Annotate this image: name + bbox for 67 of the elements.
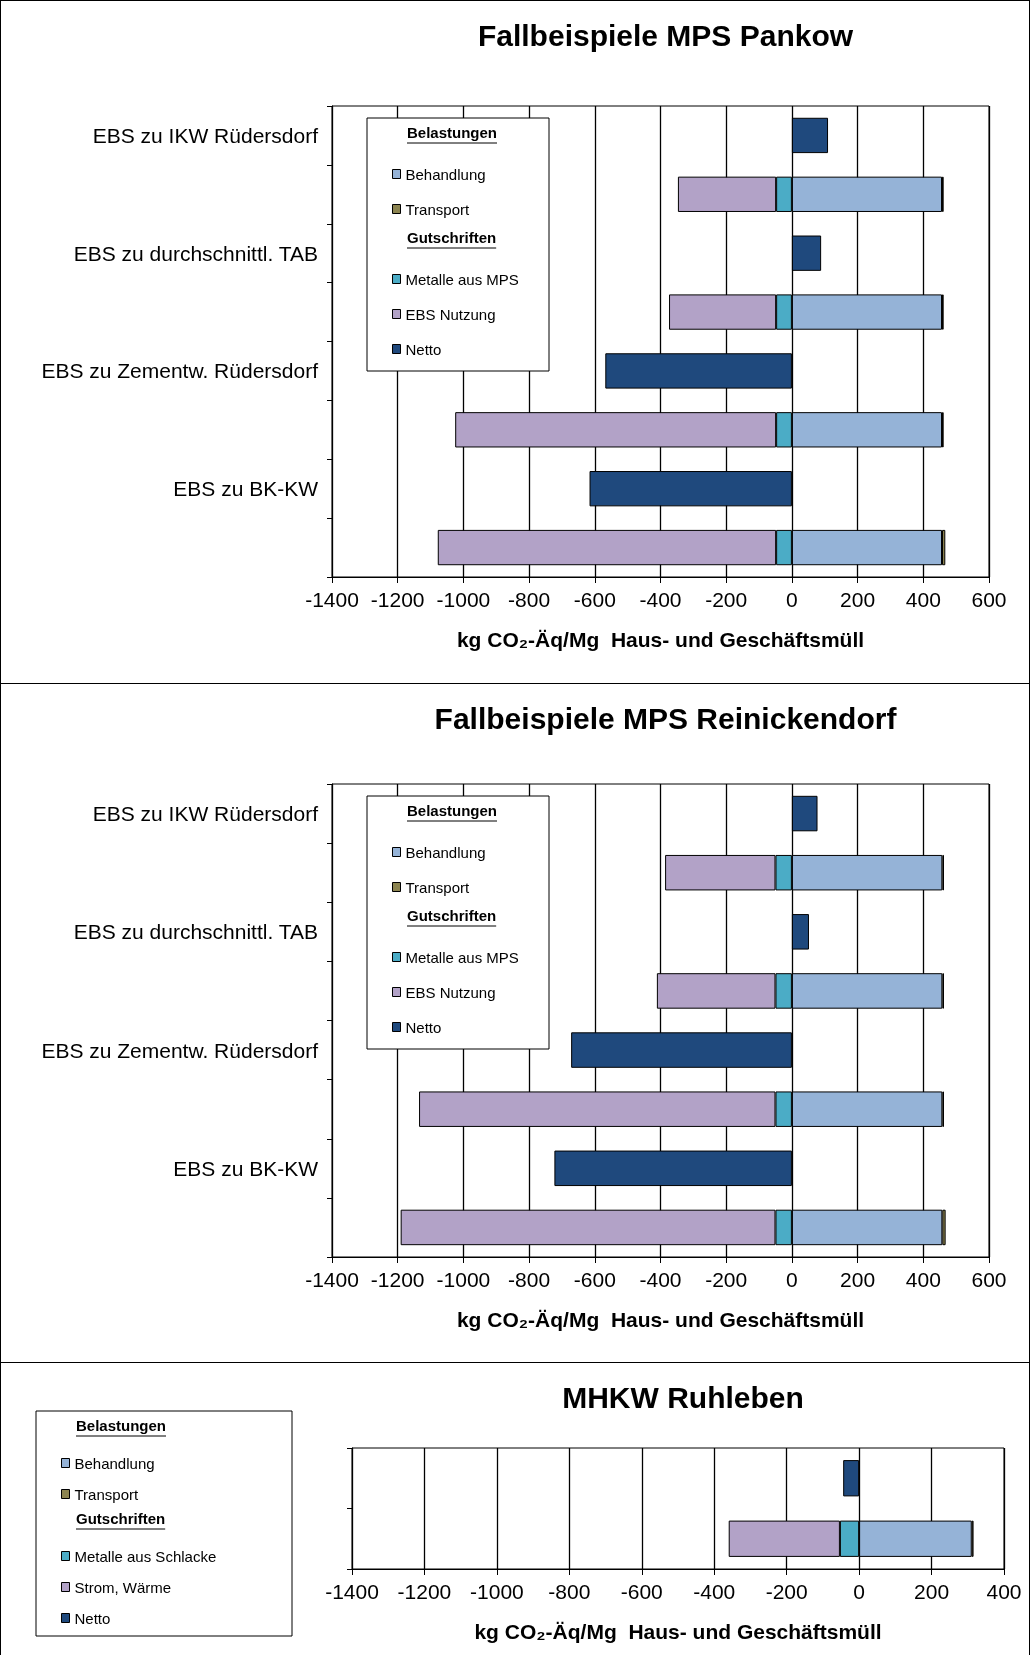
x-tick-label: 400: [986, 1580, 1022, 1603]
legend-label: Netto: [405, 1018, 442, 1036]
legend-label: Transport: [74, 1485, 139, 1503]
legend-label: Netto: [405, 340, 442, 358]
legend-label: Behandlung: [405, 843, 486, 861]
x-tick-label: -1000: [436, 1268, 491, 1291]
x-tick-label: 200: [840, 588, 876, 611]
x-tick-label: -200: [705, 1268, 748, 1291]
x-tick-label: -1400: [325, 1580, 379, 1603]
x-tick-label: -1000: [436, 588, 491, 611]
legend-label: Netto: [74, 1609, 111, 1627]
x-tick-label: 600: [971, 1268, 1007, 1291]
legend-label: EBS Nutzung: [405, 305, 496, 323]
text: Gutschriften: [76, 1510, 166, 1527]
x-tick-label: 400: [905, 1268, 941, 1291]
x-tick-label: 0: [786, 588, 798, 611]
x-tick-label: 200: [914, 1580, 950, 1603]
y-tick-label: EBS zu Zementw. Rüdersdorf: [41, 359, 319, 383]
x-tick-label: -1400: [305, 1268, 359, 1291]
chart-title: MHKW Ruhleben: [562, 1380, 804, 1414]
y-tick-label: EBS zu durchschnittl. TAB: [73, 241, 318, 265]
x-tick-label: -600: [573, 1268, 616, 1291]
x-tick-label: -200: [705, 588, 748, 611]
x-tick-label: -400: [639, 588, 682, 611]
legend-label: Transport: [405, 200, 470, 218]
x-tick-label: -1400: [305, 588, 359, 611]
x-tick-label: -800: [508, 588, 551, 611]
x-axis-title: kg CO₂-Äq/Mg Haus- und Geschäftsmüll: [474, 1620, 882, 1643]
x-tick-label: -200: [765, 1580, 808, 1603]
legend-label: Behandlung: [405, 165, 486, 183]
annotation: Belastungen: [407, 124, 498, 141]
chart-title: Fallbeispiele MPS Pankow: [477, 18, 854, 52]
x-tick-label: 400: [905, 588, 941, 611]
y-tick-label: EBS zu IKW Rüdersdorf: [92, 802, 319, 826]
y-tick-label: EBS zu Zementw. Rüdersdorf: [41, 1038, 319, 1062]
y-tick-label: EBS zu BK-KW: [173, 477, 319, 501]
x-axis-title: kg CO₂-Äq/Mg Haus- und Geschäftsmüll: [456, 628, 865, 651]
x-tick-label: -800: [508, 1268, 551, 1291]
x-tick-label: -1200: [370, 1268, 425, 1291]
y-tick-label: EBS zu IKW Rüdersdorf: [92, 123, 319, 147]
legend-label: Metalle aus MPS: [405, 948, 519, 966]
legend-label: Metalle aus Schlacke: [74, 1547, 217, 1565]
annotation: Gutschriften: [407, 229, 497, 246]
x-tick-label: 0: [853, 1580, 865, 1603]
x-tick-label: 0: [786, 1268, 798, 1291]
x-tick-label: -800: [548, 1580, 591, 1603]
chart-title: Fallbeispiele MPS Reinickendorf: [434, 701, 898, 735]
y-tick-label: EBS zu BK-KW: [173, 1156, 319, 1180]
x-tick-label: 600: [971, 588, 1007, 611]
legend-label: Behandlung: [74, 1454, 155, 1472]
y-tick-label: EBS zu durchschnittl. TAB: [73, 920, 318, 944]
legend-label: Metalle aus MPS: [405, 270, 519, 288]
text: Belastungen: [76, 1417, 167, 1434]
x-tick-label: -600: [573, 588, 616, 611]
x-tick-label: -600: [620, 1580, 663, 1603]
annotation: Gutschriften: [407, 907, 497, 924]
x-tick-label: -1000: [470, 1580, 524, 1603]
x-tick-label: -400: [693, 1580, 736, 1603]
x-tick-label: -400: [639, 1268, 682, 1291]
x-tick-label: -1200: [397, 1580, 452, 1603]
legend-label: EBS Nutzung: [405, 983, 496, 1001]
x-axis-title: kg CO₂-Äq/Mg Haus- und Geschäftsmüll: [456, 1308, 865, 1331]
legend-label: Strom, Wärme: [74, 1578, 172, 1596]
annotation: Belastungen: [407, 802, 498, 819]
x-tick-label: -1200: [370, 588, 425, 611]
legend-label: Transport: [405, 878, 470, 896]
x-tick-label: 200: [840, 1268, 876, 1291]
